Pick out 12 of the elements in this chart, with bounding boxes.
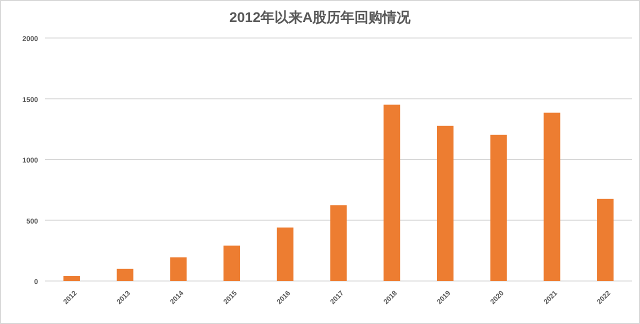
bar bbox=[170, 257, 187, 281]
bar bbox=[63, 276, 80, 281]
bar bbox=[597, 198, 614, 281]
bar bbox=[224, 246, 240, 281]
bar bbox=[544, 112, 560, 281]
chart-title: 2012年以来A股历年回购情况 bbox=[229, 9, 412, 25]
bar bbox=[330, 205, 347, 281]
bar bbox=[490, 134, 507, 281]
bar bbox=[116, 268, 134, 281]
bar bbox=[384, 104, 400, 281]
bar bbox=[436, 126, 454, 281]
bar bbox=[276, 228, 294, 281]
